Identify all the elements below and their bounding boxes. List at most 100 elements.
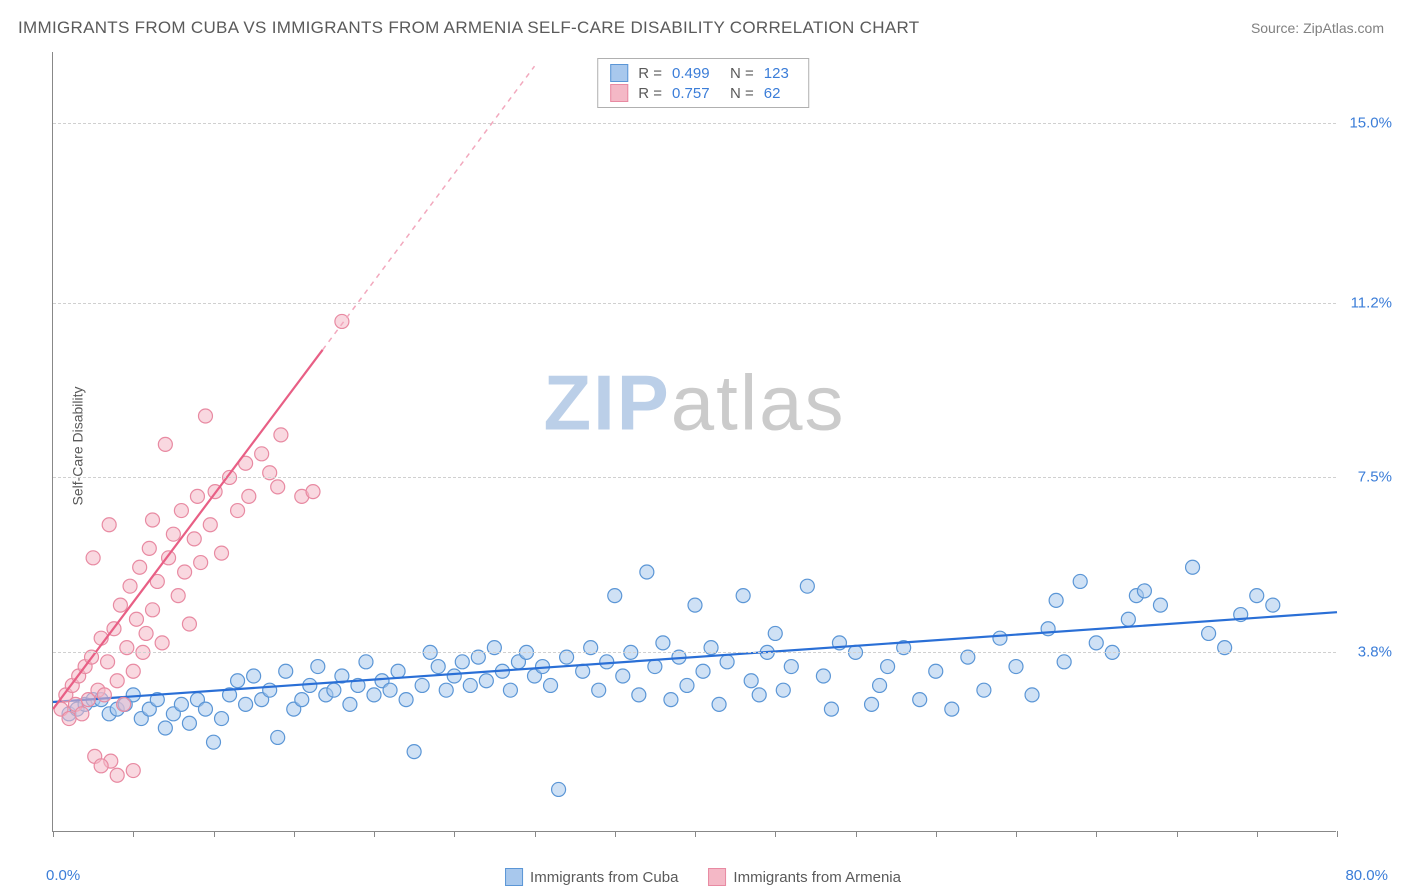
chart-title: IMMIGRANTS FROM CUBA VS IMMIGRANTS FROM … bbox=[18, 18, 919, 38]
data-point bbox=[696, 664, 710, 678]
x-tick bbox=[1016, 831, 1017, 837]
data-point bbox=[712, 697, 726, 711]
x-tick bbox=[1177, 831, 1178, 837]
data-point bbox=[929, 664, 943, 678]
data-point bbox=[158, 437, 172, 451]
grid-line bbox=[53, 652, 1336, 653]
data-point bbox=[274, 428, 288, 442]
data-point bbox=[271, 730, 285, 744]
data-point bbox=[231, 504, 245, 518]
data-point bbox=[75, 707, 89, 721]
data-point bbox=[182, 716, 196, 730]
data-point bbox=[552, 782, 566, 796]
stats-legend: R =0.499N =123R =0.757N =62 bbox=[597, 58, 809, 108]
n-label: N = bbox=[730, 85, 754, 102]
data-point bbox=[295, 693, 309, 707]
data-point bbox=[873, 678, 887, 692]
data-point bbox=[271, 480, 285, 494]
x-tick bbox=[1337, 831, 1338, 837]
data-point bbox=[648, 660, 662, 674]
data-point bbox=[1186, 560, 1200, 574]
data-point bbox=[680, 678, 694, 692]
data-point bbox=[544, 678, 558, 692]
data-point bbox=[327, 683, 341, 697]
data-point bbox=[174, 697, 188, 711]
data-point bbox=[97, 688, 111, 702]
grid-line bbox=[53, 477, 1336, 478]
data-point bbox=[343, 697, 357, 711]
data-point bbox=[407, 745, 421, 759]
data-point bbox=[1049, 593, 1063, 607]
data-point bbox=[784, 660, 798, 674]
x-tick bbox=[775, 831, 776, 837]
x-tick bbox=[53, 831, 54, 837]
data-point bbox=[367, 688, 381, 702]
trend-line-extrapolated bbox=[323, 66, 535, 350]
data-point bbox=[776, 683, 790, 697]
data-point bbox=[171, 589, 185, 603]
data-point bbox=[1025, 688, 1039, 702]
plot-area: ZIPatlas bbox=[52, 52, 1336, 832]
r-value: 0.757 bbox=[672, 85, 720, 102]
stats-legend-row: R = 0.499 N = 123 bbox=[610, 63, 796, 83]
data-point bbox=[1089, 636, 1103, 650]
data-point bbox=[133, 560, 147, 574]
data-point bbox=[865, 697, 879, 711]
data-point bbox=[1250, 589, 1264, 603]
data-point bbox=[632, 688, 646, 702]
data-point bbox=[439, 683, 453, 697]
data-point bbox=[993, 631, 1007, 645]
data-point bbox=[231, 674, 245, 688]
data-point bbox=[126, 664, 140, 678]
x-tick bbox=[856, 831, 857, 837]
data-point bbox=[166, 527, 180, 541]
data-point bbox=[455, 655, 469, 669]
legend-swatch bbox=[610, 64, 628, 82]
grid-line bbox=[53, 303, 1336, 304]
x-axis-max-label: 80.0% bbox=[1345, 867, 1388, 884]
n-value: 123 bbox=[764, 65, 796, 82]
data-point bbox=[752, 688, 766, 702]
data-point bbox=[688, 598, 702, 612]
legend-item: Immigrants from Armenia bbox=[708, 868, 901, 886]
data-point bbox=[391, 664, 405, 678]
data-point bbox=[383, 683, 397, 697]
stats-legend-row: R =0.757N =62 bbox=[610, 83, 796, 103]
data-point bbox=[102, 518, 116, 532]
data-point bbox=[881, 660, 895, 674]
data-point bbox=[279, 664, 293, 678]
r-label: R = bbox=[638, 65, 662, 82]
data-point bbox=[117, 697, 131, 711]
data-point bbox=[1137, 584, 1151, 598]
data-point bbox=[592, 683, 606, 697]
data-point bbox=[146, 603, 160, 617]
data-point bbox=[247, 669, 261, 683]
data-point bbox=[174, 504, 188, 518]
n-label: N = bbox=[730, 65, 754, 82]
data-point bbox=[158, 721, 172, 735]
data-point bbox=[640, 565, 654, 579]
data-point bbox=[816, 669, 830, 683]
data-point bbox=[503, 683, 517, 697]
data-point bbox=[616, 669, 630, 683]
data-point bbox=[1057, 655, 1071, 669]
data-point bbox=[311, 660, 325, 674]
data-point bbox=[203, 518, 217, 532]
x-tick bbox=[1257, 831, 1258, 837]
data-point bbox=[62, 712, 76, 726]
legend-label: Immigrants from Cuba bbox=[530, 869, 678, 886]
legend-label: Immigrants from Armenia bbox=[733, 869, 901, 886]
data-point bbox=[656, 636, 670, 650]
x-tick bbox=[936, 831, 937, 837]
data-point bbox=[129, 612, 143, 626]
data-point bbox=[736, 589, 750, 603]
data-point bbox=[415, 678, 429, 692]
data-point bbox=[110, 768, 124, 782]
trend-line bbox=[53, 612, 1337, 702]
r-value: 0.499 bbox=[672, 65, 720, 82]
data-point bbox=[190, 489, 204, 503]
legend-swatch bbox=[505, 868, 523, 886]
data-point bbox=[94, 759, 108, 773]
x-tick bbox=[214, 831, 215, 837]
grid-line bbox=[53, 123, 1336, 124]
